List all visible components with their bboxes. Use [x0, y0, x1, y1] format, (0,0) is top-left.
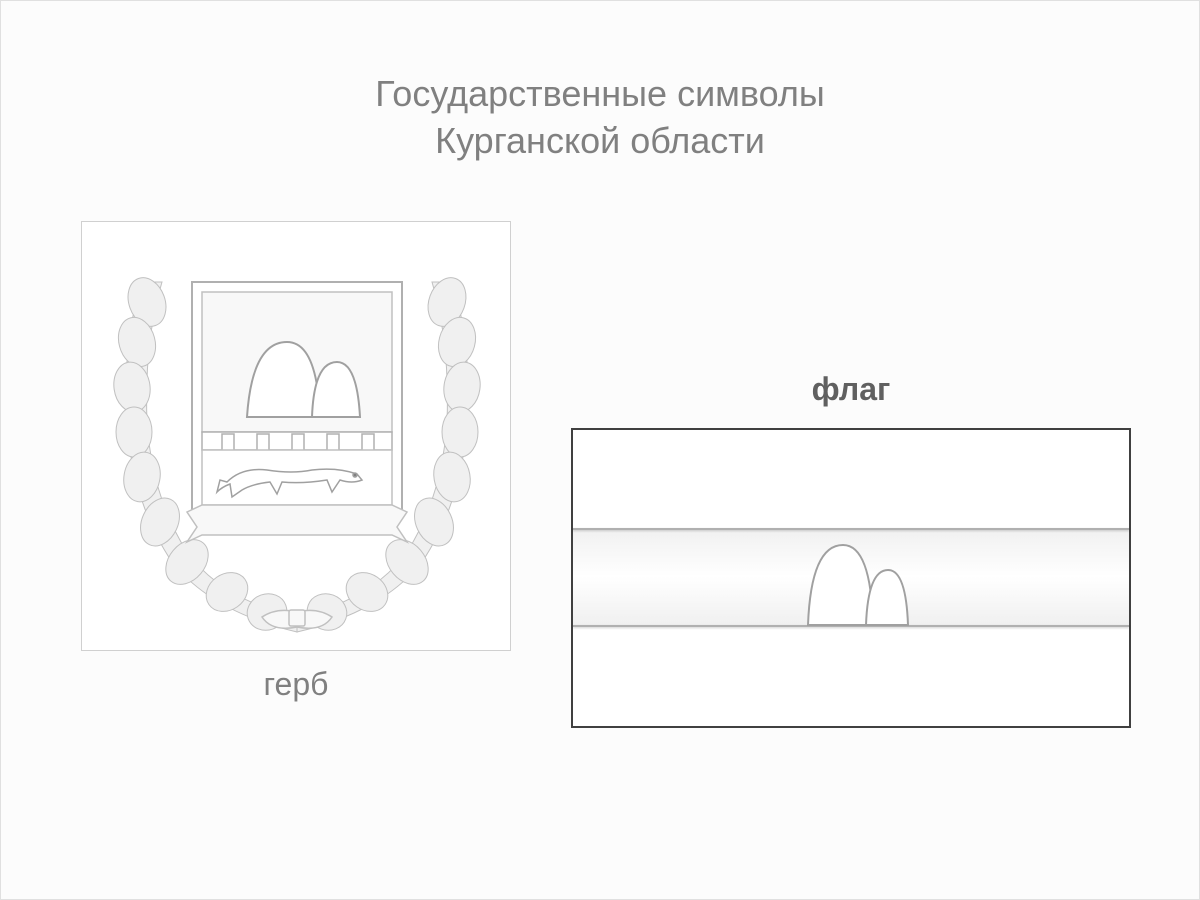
flag-image: [571, 428, 1131, 728]
flag-group: флаг: [571, 371, 1131, 728]
coat-of-arms-svg: [82, 222, 512, 652]
flag-emblem-svg: [573, 430, 1133, 730]
title-line-1: Государственные символы: [1, 71, 1199, 118]
coat-of-arms-label: герб: [81, 666, 511, 703]
slide-container: Государственные символы Курганской облас…: [0, 0, 1200, 900]
content-area: герб флаг: [1, 221, 1199, 899]
page-title: Государственные символы Курганской облас…: [1, 1, 1199, 165]
coat-of-arms-group: герб: [81, 221, 511, 691]
flag-label: флаг: [571, 371, 1131, 408]
title-line-2: Курганской области: [1, 118, 1199, 165]
coat-of-arms-image: [81, 221, 511, 651]
